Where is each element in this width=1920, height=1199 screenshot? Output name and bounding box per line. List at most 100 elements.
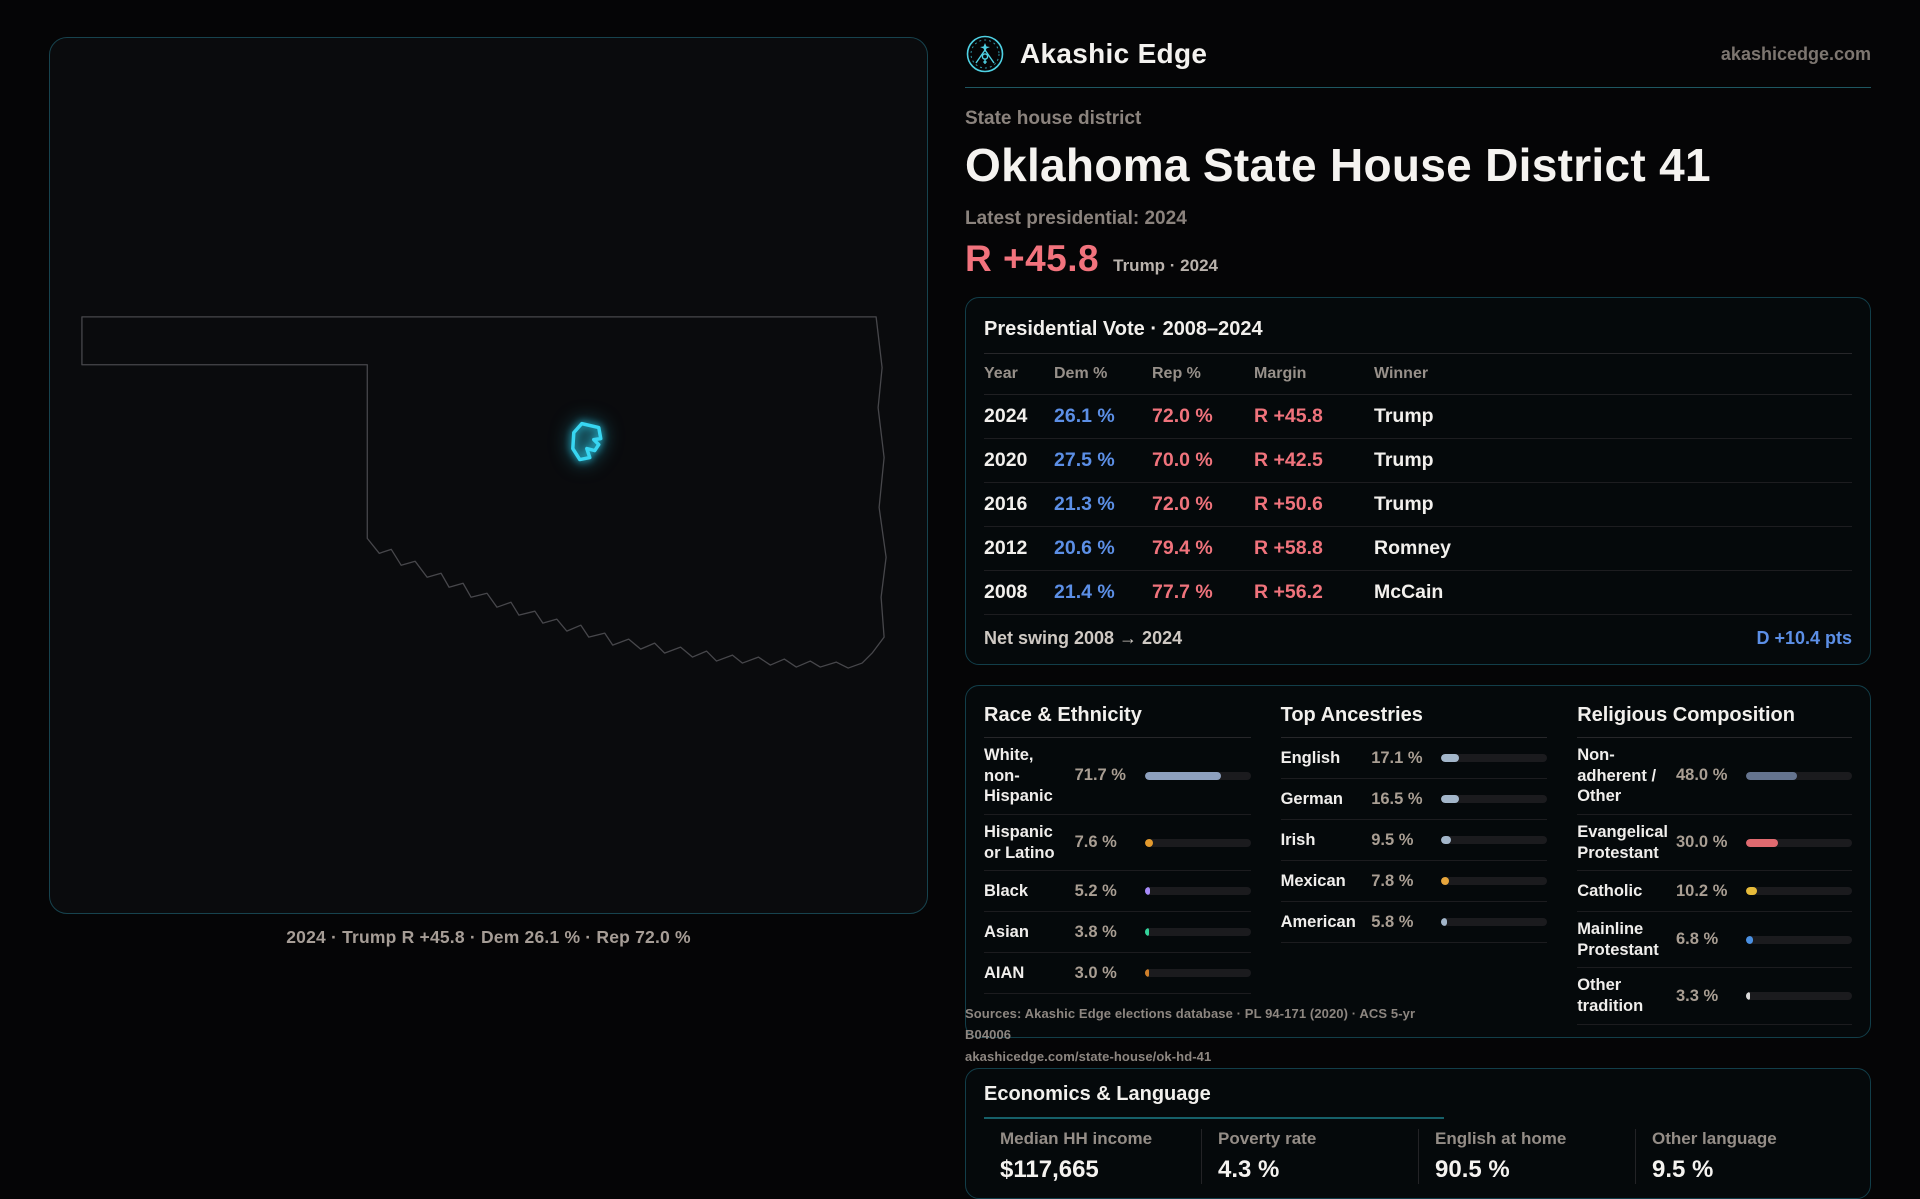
demo-title-race: Race & Ethnicity	[984, 700, 1251, 738]
cell-rep: 72.0 %	[1152, 493, 1213, 515]
akashic-emblem-icon	[966, 35, 1004, 73]
economics-stat: Poverty rate 4.3 %	[1201, 1128, 1418, 1184]
demo-value: 10.2 %	[1676, 881, 1728, 900]
demo-bar-track	[1441, 877, 1548, 885]
demo-bar-fill	[1441, 836, 1452, 844]
demo-label: Evangelical Protestant	[1577, 822, 1668, 862]
demo-bar-track	[1746, 992, 1852, 1000]
demo-bar-fill	[1144, 928, 1149, 937]
economics-stat-label: Median HH income	[1000, 1128, 1153, 1148]
demo-value: 5.8 %	[1371, 912, 1414, 931]
demo-row: Non-adherent / Other 48.0 %	[1577, 738, 1852, 815]
state-outline-path	[81, 316, 887, 669]
column-header: Rep %	[1152, 365, 1201, 382]
demo-label: Catholic	[1577, 881, 1643, 900]
demo-row: German 16.5 %	[1280, 779, 1548, 820]
economics-divider	[984, 1116, 1444, 1119]
demo-title-religion: Religious Composition	[1577, 700, 1852, 738]
demo-row: Hispanic or Latino 7.6 %	[984, 815, 1251, 872]
cell-year: 2016	[984, 493, 1028, 515]
cell-margin: R +45.8	[1254, 405, 1323, 427]
demo-row: Asian 3.8 %	[984, 912, 1251, 954]
demo-bar-fill	[1144, 771, 1221, 780]
economics-stat-value: 9.5 %	[1652, 1155, 1714, 1183]
economics-stat-label: Poverty rate	[1218, 1128, 1317, 1148]
demo-value: 9.5 %	[1371, 830, 1414, 849]
demo-value: 3.3 %	[1676, 986, 1719, 1005]
net-swing-label: Net swing 2008 → 2024	[984, 628, 1183, 648]
brand-name: Akashic Edge	[1020, 38, 1208, 69]
source-attribution: Sources: Akashic Edge elections database…	[965, 1003, 1445, 1067]
demo-value: 6.8 %	[1676, 930, 1719, 949]
demo-bar-track	[1441, 918, 1548, 926]
demo-value: 3.8 %	[1074, 922, 1117, 941]
district-41-shape[interactable]	[571, 421, 603, 462]
vote-table-row: 2012 20.6 % 79.4 % R +58.8 Romney	[984, 527, 1852, 571]
vote-table-row: 2020 27.5 % 70.0 % R +42.5 Trump	[984, 439, 1852, 483]
economics-stat: Median HH income $117,665	[984, 1129, 1201, 1184]
cell-dem: 21.4 %	[1054, 581, 1115, 603]
demo-bar-fill	[1746, 838, 1778, 847]
demo-row: Mexican 7.8 %	[1280, 861, 1548, 902]
demo-label: Other tradition	[1577, 976, 1644, 1015]
demo-bar-fill	[1746, 935, 1754, 944]
economics-stat-value: $117,665	[1000, 1155, 1099, 1183]
cell-year: 2024	[984, 405, 1028, 427]
demo-bar-track	[1144, 771, 1251, 780]
vote-table-row: 2008 21.4 % 77.7 % R +56.2 McCain	[984, 571, 1852, 615]
demo-bar-fill	[1746, 887, 1757, 896]
demo-value: 16.5 %	[1371, 789, 1423, 808]
demo-bar-track	[1441, 836, 1548, 844]
source-line: Sources: Akashic Edge elections database…	[965, 1006, 1416, 1043]
net-swing-row: Net swing 2008 → 2024 D +10.4 pts	[984, 615, 1852, 664]
cell-dem: 26.1 %	[1054, 405, 1115, 427]
demo-label: Black	[984, 881, 1029, 900]
cell-dem: 21.3 %	[1054, 493, 1115, 515]
cell-dem: 27.5 %	[1054, 449, 1115, 471]
demo-bar-track	[1144, 969, 1251, 978]
demo-row: Other tradition 3.3 %	[1577, 968, 1852, 1025]
demo-row: English 17.1 %	[1280, 738, 1548, 779]
demo-bar-track	[1144, 887, 1251, 896]
demo-value: 71.7 %	[1074, 766, 1126, 785]
demo-row: Black 5.2 %	[984, 871, 1251, 913]
economics-title: Economics & Language	[984, 1082, 1211, 1105]
latest-presidential-label: Latest presidential: 2024	[965, 208, 1187, 229]
brand-domain-link[interactable]: akashicedge.com	[1720, 43, 1871, 64]
district-map-panel[interactable]	[49, 37, 928, 914]
economics-stat-label: Other language	[1652, 1128, 1777, 1148]
demo-bar-fill	[1441, 877, 1450, 885]
cell-rep: 77.7 %	[1152, 581, 1213, 603]
vote-table-header: Year Dem % Rep % Margin Winner	[984, 354, 1852, 395]
margin-detail: Trump · 2024	[1113, 256, 1218, 275]
demo-value: 30.0 %	[1676, 833, 1728, 851]
demo-bar-fill	[1144, 969, 1149, 978]
oklahoma-map[interactable]	[50, 38, 927, 913]
demo-value: 7.8 %	[1371, 871, 1414, 890]
map-caption: 2024 · Trump R +45.8 · Dem 26.1 % · Rep …	[286, 927, 691, 947]
cell-year: 2008	[984, 581, 1028, 603]
cell-dem: 20.6 %	[1054, 537, 1115, 559]
cell-margin: R +42.5	[1254, 449, 1323, 471]
demo-column-race: Race & Ethnicity White, non-Hispanic 71.7 …	[984, 700, 1251, 1025]
demo-bar-fill	[1746, 771, 1797, 780]
cell-margin: R +56.2	[1254, 581, 1323, 603]
economics-stat: Other language 9.5 %	[1635, 1128, 1852, 1184]
demo-label: Mexican	[1280, 871, 1346, 890]
demo-bar-track	[1746, 771, 1852, 780]
source-permalink[interactable]: akashicedge.com/state-house/ok-hd-41	[965, 1048, 1212, 1064]
cell-winner: Trump	[1374, 405, 1434, 427]
demo-value: 17.1 %	[1371, 748, 1423, 767]
column-header: Winner	[1374, 365, 1429, 382]
demo-value: 3.0 %	[1074, 963, 1117, 982]
demo-value: 7.6 %	[1074, 833, 1117, 851]
demo-bar-track	[1441, 795, 1548, 803]
demo-bar-track	[1746, 935, 1852, 944]
demo-label: American	[1280, 912, 1356, 931]
cell-margin: R +58.8	[1254, 537, 1323, 559]
cell-margin: R +50.6	[1254, 493, 1323, 515]
cell-year: 2020	[984, 449, 1028, 471]
margin-value: R +45.8	[965, 238, 1100, 279]
demo-row: Mainline Protestant 6.8 %	[1577, 912, 1852, 969]
net-swing-value: D +10.4 pts	[1756, 628, 1852, 648]
